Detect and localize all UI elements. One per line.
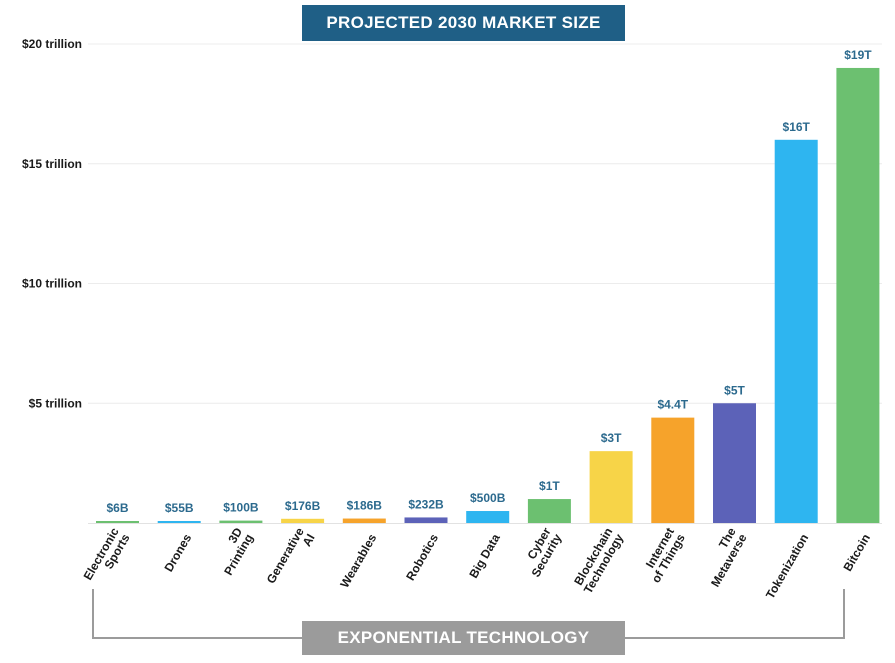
- data-label: $500B: [470, 491, 506, 505]
- y-tick-label: $10 trillion: [22, 277, 82, 291]
- y-tick-label: $20 trillion: [22, 37, 82, 51]
- bar: [589, 451, 633, 523]
- bar: [281, 518, 325, 523]
- y-tick-label: $5 trillion: [29, 396, 82, 410]
- x-tick-label: Tokenization: [763, 532, 811, 602]
- bar: [836, 67, 880, 523]
- data-label: $16T: [783, 120, 811, 134]
- x-tick-label-line: Wearables: [337, 531, 379, 590]
- x-tick-label-line: Tokenization: [763, 532, 811, 602]
- data-label: $4.4T: [657, 398, 688, 412]
- x-tick-label-line: Big Data: [466, 531, 503, 580]
- bar: [404, 517, 448, 523]
- x-tick-label: Robotics: [403, 531, 441, 583]
- x-tick-label-line: 3D: [225, 525, 245, 546]
- data-label: $176B: [285, 499, 321, 513]
- bar: [342, 518, 386, 523]
- bracket-left: [92, 589, 302, 639]
- data-label: $6B: [106, 501, 128, 515]
- bar: [713, 403, 756, 523]
- y-tick-label: $15 trillion: [22, 157, 82, 171]
- x-tick-label: Big Data: [466, 531, 503, 580]
- data-label: $3T: [601, 431, 622, 445]
- bar: [466, 511, 510, 523]
- data-label: $100B: [223, 501, 259, 515]
- bar: [527, 499, 571, 523]
- data-label: $232B: [408, 497, 444, 511]
- x-tick-label: Wearables: [337, 531, 379, 590]
- x-tick-label-line: Bitcoin: [841, 532, 873, 574]
- x-tick-label-line: Robotics: [403, 531, 441, 583]
- x-tick-label-line: Drones: [161, 531, 194, 574]
- data-label: $19T: [844, 48, 872, 62]
- chart-title: PROJECTED 2030 MARKET SIZE: [302, 5, 625, 41]
- bar: [651, 417, 695, 523]
- bar: [157, 521, 201, 523]
- bar: [96, 521, 139, 523]
- data-label: $5T: [724, 383, 745, 397]
- x-tick-label: Bitcoin: [841, 532, 873, 574]
- x-tick-label: Drones: [161, 531, 194, 574]
- data-label: $1T: [539, 479, 560, 493]
- bar: [219, 520, 263, 523]
- x-axis-title: EXPONENTIAL TECHNOLOGY: [302, 621, 625, 655]
- data-label: $55B: [165, 501, 194, 515]
- data-label: $186B: [347, 499, 383, 513]
- bracket-right: [625, 589, 845, 639]
- x-tick-label-line: Generative: [264, 525, 307, 586]
- bar: [774, 139, 818, 524]
